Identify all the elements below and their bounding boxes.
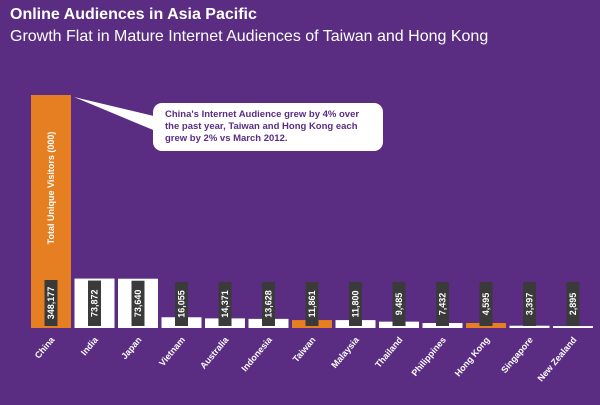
callout-pointer bbox=[74, 97, 158, 132]
value-label: 14,371 bbox=[220, 290, 230, 318]
value-label: 2,895 bbox=[568, 293, 578, 316]
callout-box: China's Internet Audience grew by 4% ove… bbox=[153, 103, 383, 151]
category-label: Philippines bbox=[410, 335, 449, 378]
category-label: China bbox=[33, 334, 57, 360]
category-label: Taiwan bbox=[291, 335, 318, 364]
value-label-box bbox=[436, 282, 449, 326]
value-label-box bbox=[523, 282, 536, 326]
category-label: Vietnam bbox=[157, 335, 187, 368]
value-label-box bbox=[349, 282, 362, 326]
value-label: 3,397 bbox=[525, 293, 535, 316]
category-label: Japan bbox=[119, 335, 143, 361]
category-label: Singapore bbox=[499, 335, 535, 375]
category-label: Thailand bbox=[373, 335, 404, 370]
category-label: India bbox=[79, 334, 101, 357]
value-label: 73,872 bbox=[90, 290, 100, 318]
value-label-box bbox=[175, 282, 188, 326]
value-label: 16,055 bbox=[177, 290, 187, 318]
value-label-box bbox=[262, 282, 275, 326]
value-label-box bbox=[392, 282, 406, 326]
category-label: Malaysia bbox=[329, 334, 361, 370]
chart-title: Online Audiences in Asia Pacific bbox=[10, 6, 257, 23]
value-label-box bbox=[566, 282, 580, 326]
chart-subtitle: Growth Flat in Mature Internet Audiences… bbox=[10, 28, 489, 45]
value-label-box bbox=[479, 282, 493, 326]
value-label-box bbox=[88, 280, 101, 326]
value-label: 9,485 bbox=[394, 293, 404, 316]
category-label: Hong Kong bbox=[453, 335, 492, 379]
value-label-box bbox=[131, 280, 145, 326]
value-label: 4,595 bbox=[481, 293, 491, 316]
value-label: 348,177 bbox=[46, 287, 56, 320]
value-label: 7,432 bbox=[438, 293, 448, 316]
value-label-box bbox=[218, 282, 232, 326]
y-axis-label: Total Unique Visitors (000) bbox=[46, 132, 56, 245]
value-label: 13,628 bbox=[264, 290, 274, 318]
category-label: Australia bbox=[198, 334, 231, 371]
value-label-box bbox=[305, 282, 319, 326]
value-label-box bbox=[44, 280, 58, 326]
value-label: 11,800 bbox=[351, 290, 361, 317]
value-label: 73,640 bbox=[133, 290, 143, 318]
category-label: New Zealand bbox=[536, 335, 579, 384]
bar-singapore bbox=[509, 325, 550, 328]
value-label: 11,861 bbox=[307, 290, 317, 317]
bar-new-zealand bbox=[553, 326, 593, 328]
category-label: Indonesia bbox=[239, 334, 274, 373]
